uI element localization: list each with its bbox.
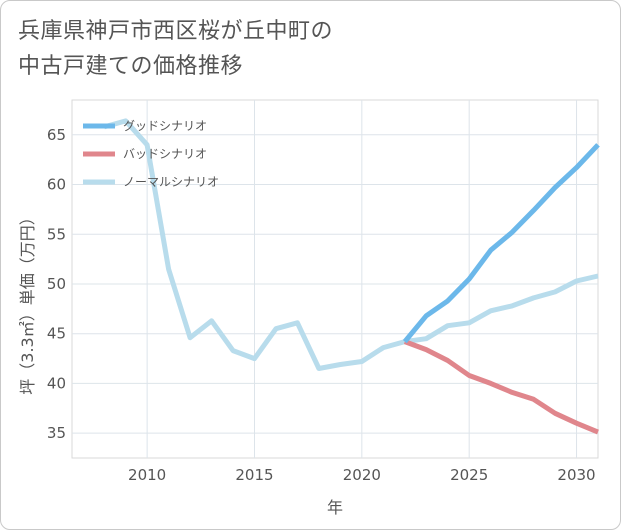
normal-scenario-line (103, 118, 599, 371)
x-axis-ticks: 2010 2015 2020 2025 2030 (128, 466, 596, 484)
x-tick-label: 2015 (235, 466, 273, 484)
chart-title-line-2: 中古戸建ての価格推移 (18, 54, 244, 79)
bad-scenario-line (403, 339, 599, 435)
legend-item-good[interactable]: グッドシナリオ (83, 119, 207, 133)
x-tick-label: 2010 (128, 466, 166, 484)
legend-label: ノーマルシナリオ (123, 175, 219, 189)
legend-item-bad[interactable]: バッドシナリオ (83, 147, 207, 161)
y-axis-ticks: 35 40 45 50 55 60 65 (47, 126, 66, 442)
y-tick-label: 65 (47, 126, 66, 144)
plot-area (71, 99, 599, 459)
chart-title-line-1: 兵庫県神戸市西区桜が丘中町の (18, 19, 334, 44)
legend-item-normal[interactable]: ノーマルシナリオ (83, 175, 219, 189)
y-tick-label: 35 (47, 424, 66, 442)
good-scenario-line (402, 143, 600, 344)
series-lines (103, 118, 600, 435)
chart-title: 兵庫県神戸市西区桜が丘中町の 中古戸建ての価格推移 (18, 14, 578, 84)
y-tick-label: 60 (47, 176, 66, 194)
x-tick-label: 2025 (450, 466, 488, 484)
y-axis-label: 坪（3.3㎡）単価（万円） (18, 209, 37, 394)
y-tick-label: 55 (47, 225, 66, 243)
legend-label: バッドシナリオ (123, 147, 207, 161)
y-tick-label: 50 (47, 275, 66, 293)
x-tick-label: 2020 (343, 466, 381, 484)
x-axis-label: 年 (327, 498, 343, 517)
y-tick-label: 40 (47, 374, 66, 392)
legend-label: グッドシナリオ (123, 119, 207, 133)
x-tick-label: 2030 (557, 466, 595, 484)
y-tick-label: 45 (47, 325, 66, 343)
